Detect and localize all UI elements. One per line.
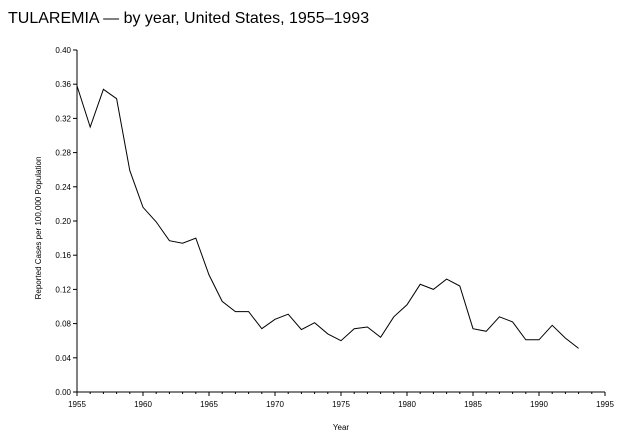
series-line <box>76 85 579 349</box>
x-tick-label: 1955 <box>68 400 86 409</box>
y-tick-label: 0.20 <box>55 217 71 226</box>
x-tick-label: 1970 <box>266 400 284 409</box>
x-axis: 1955 1960 1965 1970 1975 1980 1985 1990 1995 <box>68 391 614 409</box>
y-tick-label: 0.36 <box>55 80 71 89</box>
y-tick-label: 0.32 <box>55 114 71 123</box>
x-tick-label: 1960 <box>134 400 152 409</box>
x-tick-label: 1985 <box>464 400 482 409</box>
x-tick-label: 1995 <box>596 400 614 409</box>
y-tick-label: 0.04 <box>55 354 71 363</box>
x-tick-label: 1975 <box>332 400 350 409</box>
y-tick-label: 0.16 <box>55 251 71 260</box>
series-layer <box>76 85 579 349</box>
x-tick-label: 1990 <box>530 400 548 409</box>
chart-title: TULAREMIA — by year, United States, 1955… <box>8 10 370 27</box>
y-axis-title: Reported Cases per 100,000 Population <box>34 157 43 300</box>
y-tick-label: 0.28 <box>55 149 71 158</box>
y-tick-label: 0.08 <box>55 320 71 329</box>
x-tick-label: 1965 <box>200 400 218 409</box>
y-axis: 0.00 0.04 0.08 0.12 0.16 0.20 0.24 0.28 0.32 0.36… <box>55 46 78 397</box>
y-tick-label: 0.24 <box>55 183 71 192</box>
y-tick-label: 0.40 <box>55 46 71 55</box>
y-tick-label: 0.12 <box>55 285 71 294</box>
y-tick-label: 0.00 <box>55 388 71 397</box>
x-tick-label: 1980 <box>398 400 416 409</box>
x-axis-title: Year <box>333 423 350 432</box>
